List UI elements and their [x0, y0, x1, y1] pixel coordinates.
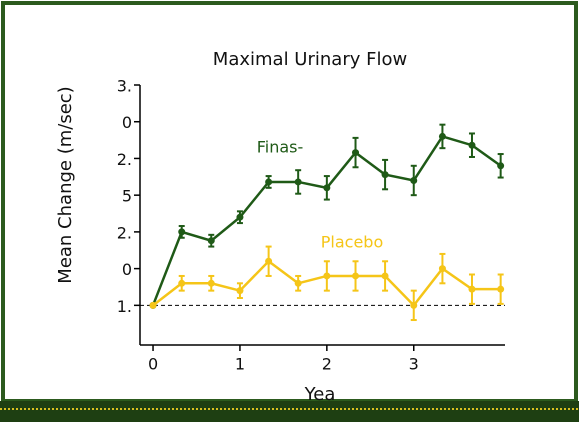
x-axis-label: Yea: [304, 384, 336, 405]
point: [352, 149, 360, 157]
series-label: Finas-: [257, 138, 304, 157]
point: [236, 213, 244, 221]
point: [497, 162, 505, 170]
x-tick-label: 3: [409, 355, 419, 374]
y-tick-label: 3.: [117, 77, 132, 96]
chart-title: Maximal Urinary Flow: [213, 49, 407, 70]
series-label: Placebo: [321, 233, 383, 252]
x-tick-label: 2: [322, 355, 332, 374]
point: [294, 178, 302, 186]
point: [207, 237, 215, 245]
point: [438, 265, 446, 273]
point: [381, 272, 389, 280]
point: [178, 279, 186, 287]
point: [323, 272, 331, 280]
point: [265, 257, 273, 265]
x-tick-label: 1: [235, 355, 245, 374]
y-tick-label: 0: [122, 260, 132, 279]
y-tick-label: 2.: [117, 223, 132, 242]
footer-band: [0, 401, 579, 422]
y-tick-label: 1.: [117, 297, 132, 316]
y-tick-label: 5: [122, 187, 132, 206]
point: [381, 171, 389, 179]
point: [497, 285, 505, 293]
point: [410, 176, 418, 184]
point: [294, 279, 302, 287]
point: [468, 141, 476, 149]
point: [236, 287, 244, 295]
y-axis-label: Mean Change (m/sec): [55, 86, 76, 283]
point: [352, 272, 360, 280]
point: [207, 279, 215, 287]
point: [149, 301, 157, 309]
point: [468, 285, 476, 293]
y-tick-label: 2.: [117, 150, 132, 169]
point: [410, 301, 418, 309]
y-tick-label: 0: [122, 113, 132, 132]
point: [178, 228, 186, 236]
point: [438, 132, 446, 140]
point: [265, 178, 273, 186]
frame: [1, 1, 578, 403]
x-tick-label: 0: [148, 355, 158, 374]
point: [323, 184, 331, 192]
